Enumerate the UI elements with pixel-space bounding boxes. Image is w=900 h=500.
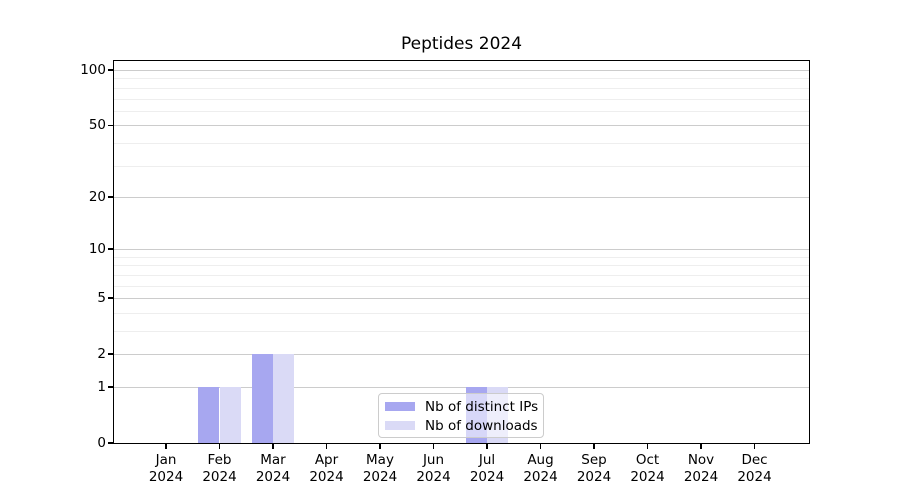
- month-label: Aug: [527, 452, 554, 468]
- month-label: Sep: [581, 452, 607, 468]
- month-label: Jul: [478, 452, 496, 468]
- y-tick-label: 50: [88, 117, 106, 134]
- gridline-major: [114, 298, 809, 300]
- bar-downloads-mar: [273, 354, 295, 443]
- x-tick-label-nov: Nov 2024: [669, 452, 733, 485]
- gridline-minor: [114, 312, 809, 314]
- gridline-minor: [114, 142, 809, 144]
- x-tick-label-feb: Feb 2024: [188, 452, 252, 485]
- month-label: Oct: [635, 452, 660, 468]
- y-tick: [108, 196, 113, 198]
- x-tick-label-apr: Apr 2024: [295, 452, 359, 485]
- bar-downloads-feb: [219, 387, 241, 443]
- year-label: 2024: [630, 468, 665, 485]
- year-label: 2024: [469, 468, 505, 485]
- gridline-minor: [114, 78, 809, 80]
- y-tick-label: 2: [97, 346, 106, 363]
- x-tick: [379, 444, 381, 449]
- x-tick: [753, 444, 756, 449]
- year-label: 2024: [362, 468, 398, 485]
- month-label: Jun: [422, 452, 445, 468]
- x-tick: [218, 444, 221, 449]
- gridline-major: [114, 196, 809, 198]
- x-tick-label-dec: Dec 2024: [723, 452, 787, 485]
- gridline-major: [114, 354, 809, 356]
- legend-item-downloads: Nb of downloads: [379, 416, 543, 435]
- x-tick-label-mar: Mar 2024: [241, 452, 305, 485]
- y-tick-label: 100: [80, 62, 106, 79]
- year-label: 2024: [416, 468, 451, 485]
- legend: Nb of distinct IPs Nb of downloads: [378, 393, 544, 438]
- gridline-major: [114, 249, 809, 251]
- gridline-minor: [114, 265, 809, 267]
- x-tick: [325, 444, 328, 449]
- gridline-major: [114, 70, 809, 72]
- plot-area: [113, 60, 810, 444]
- x-tick-label-sep: Sep 2024: [562, 452, 626, 485]
- year-label: 2024: [202, 468, 237, 485]
- gridline-minor: [114, 256, 809, 258]
- legend-item-distinct-ips: Nb of distinct IPs: [379, 397, 543, 416]
- month-label: Apr: [314, 452, 339, 468]
- x-tick-label-may: May 2024: [348, 452, 412, 485]
- bar-ips-mar: [251, 354, 273, 443]
- y-tick-label: 5: [97, 290, 106, 307]
- year-label: 2024: [309, 468, 344, 485]
- y-tick: [108, 69, 113, 71]
- legend-label-downloads: Nb of downloads: [425, 417, 538, 434]
- y-tick: [108, 386, 113, 388]
- gridline-minor: [114, 110, 809, 112]
- month-label: Feb: [207, 452, 232, 468]
- year-label: 2024: [523, 468, 558, 485]
- x-tick: [432, 444, 435, 449]
- bar-ips-feb: [198, 387, 220, 443]
- gridline-minor: [114, 87, 809, 89]
- x-tick: [539, 444, 542, 449]
- y-tick-label: 1: [97, 378, 106, 395]
- year-label: 2024: [148, 468, 184, 485]
- year-label: 2024: [255, 468, 291, 485]
- x-tick: [646, 444, 649, 449]
- gridline-minor: [114, 274, 809, 276]
- month-label: May: [366, 452, 394, 468]
- x-tick: [272, 444, 274, 449]
- gridline-minor: [114, 330, 809, 332]
- x-tick: [593, 444, 595, 449]
- x-tick: [700, 444, 702, 449]
- x-tick-label-oct: Oct 2024: [616, 452, 680, 485]
- x-tick-label-aug: Aug 2024: [509, 452, 573, 485]
- y-tick: [108, 124, 113, 127]
- chart-title: Peptides 2024: [400, 34, 523, 54]
- x-tick: [165, 444, 167, 449]
- legend-label-distinct-ips: Nb of distinct IPs: [425, 398, 539, 415]
- month-label: Dec: [741, 452, 768, 468]
- legend-swatch-downloads: [385, 421, 415, 430]
- x-tick: [486, 444, 488, 449]
- month-label: Nov: [687, 452, 715, 468]
- gridline-minor: [114, 165, 809, 167]
- legend-swatch-distinct-ips: [385, 402, 415, 411]
- y-tick: [108, 442, 113, 444]
- year-label: 2024: [576, 468, 612, 485]
- x-tick-label-jun: Jun 2024: [402, 452, 466, 485]
- x-tick-label-jan: Jan 2024: [134, 452, 198, 485]
- gridline-major: [114, 125, 809, 127]
- y-tick: [108, 353, 113, 355]
- year-label: 2024: [737, 468, 772, 485]
- month-label: Mar: [260, 452, 286, 468]
- gridline-major: [114, 386, 809, 388]
- gridline-minor: [114, 285, 809, 287]
- y-tick: [108, 297, 113, 299]
- gridline-minor: [114, 98, 809, 100]
- month-label: Jan: [155, 452, 177, 468]
- y-tick-label: 20: [88, 188, 106, 205]
- y-tick-label: 10: [88, 241, 106, 258]
- y-tick-label: 0: [97, 435, 106, 451]
- year-label: 2024: [683, 468, 719, 485]
- x-tick-label-jul: Jul 2024: [455, 452, 519, 485]
- y-tick: [108, 248, 113, 250]
